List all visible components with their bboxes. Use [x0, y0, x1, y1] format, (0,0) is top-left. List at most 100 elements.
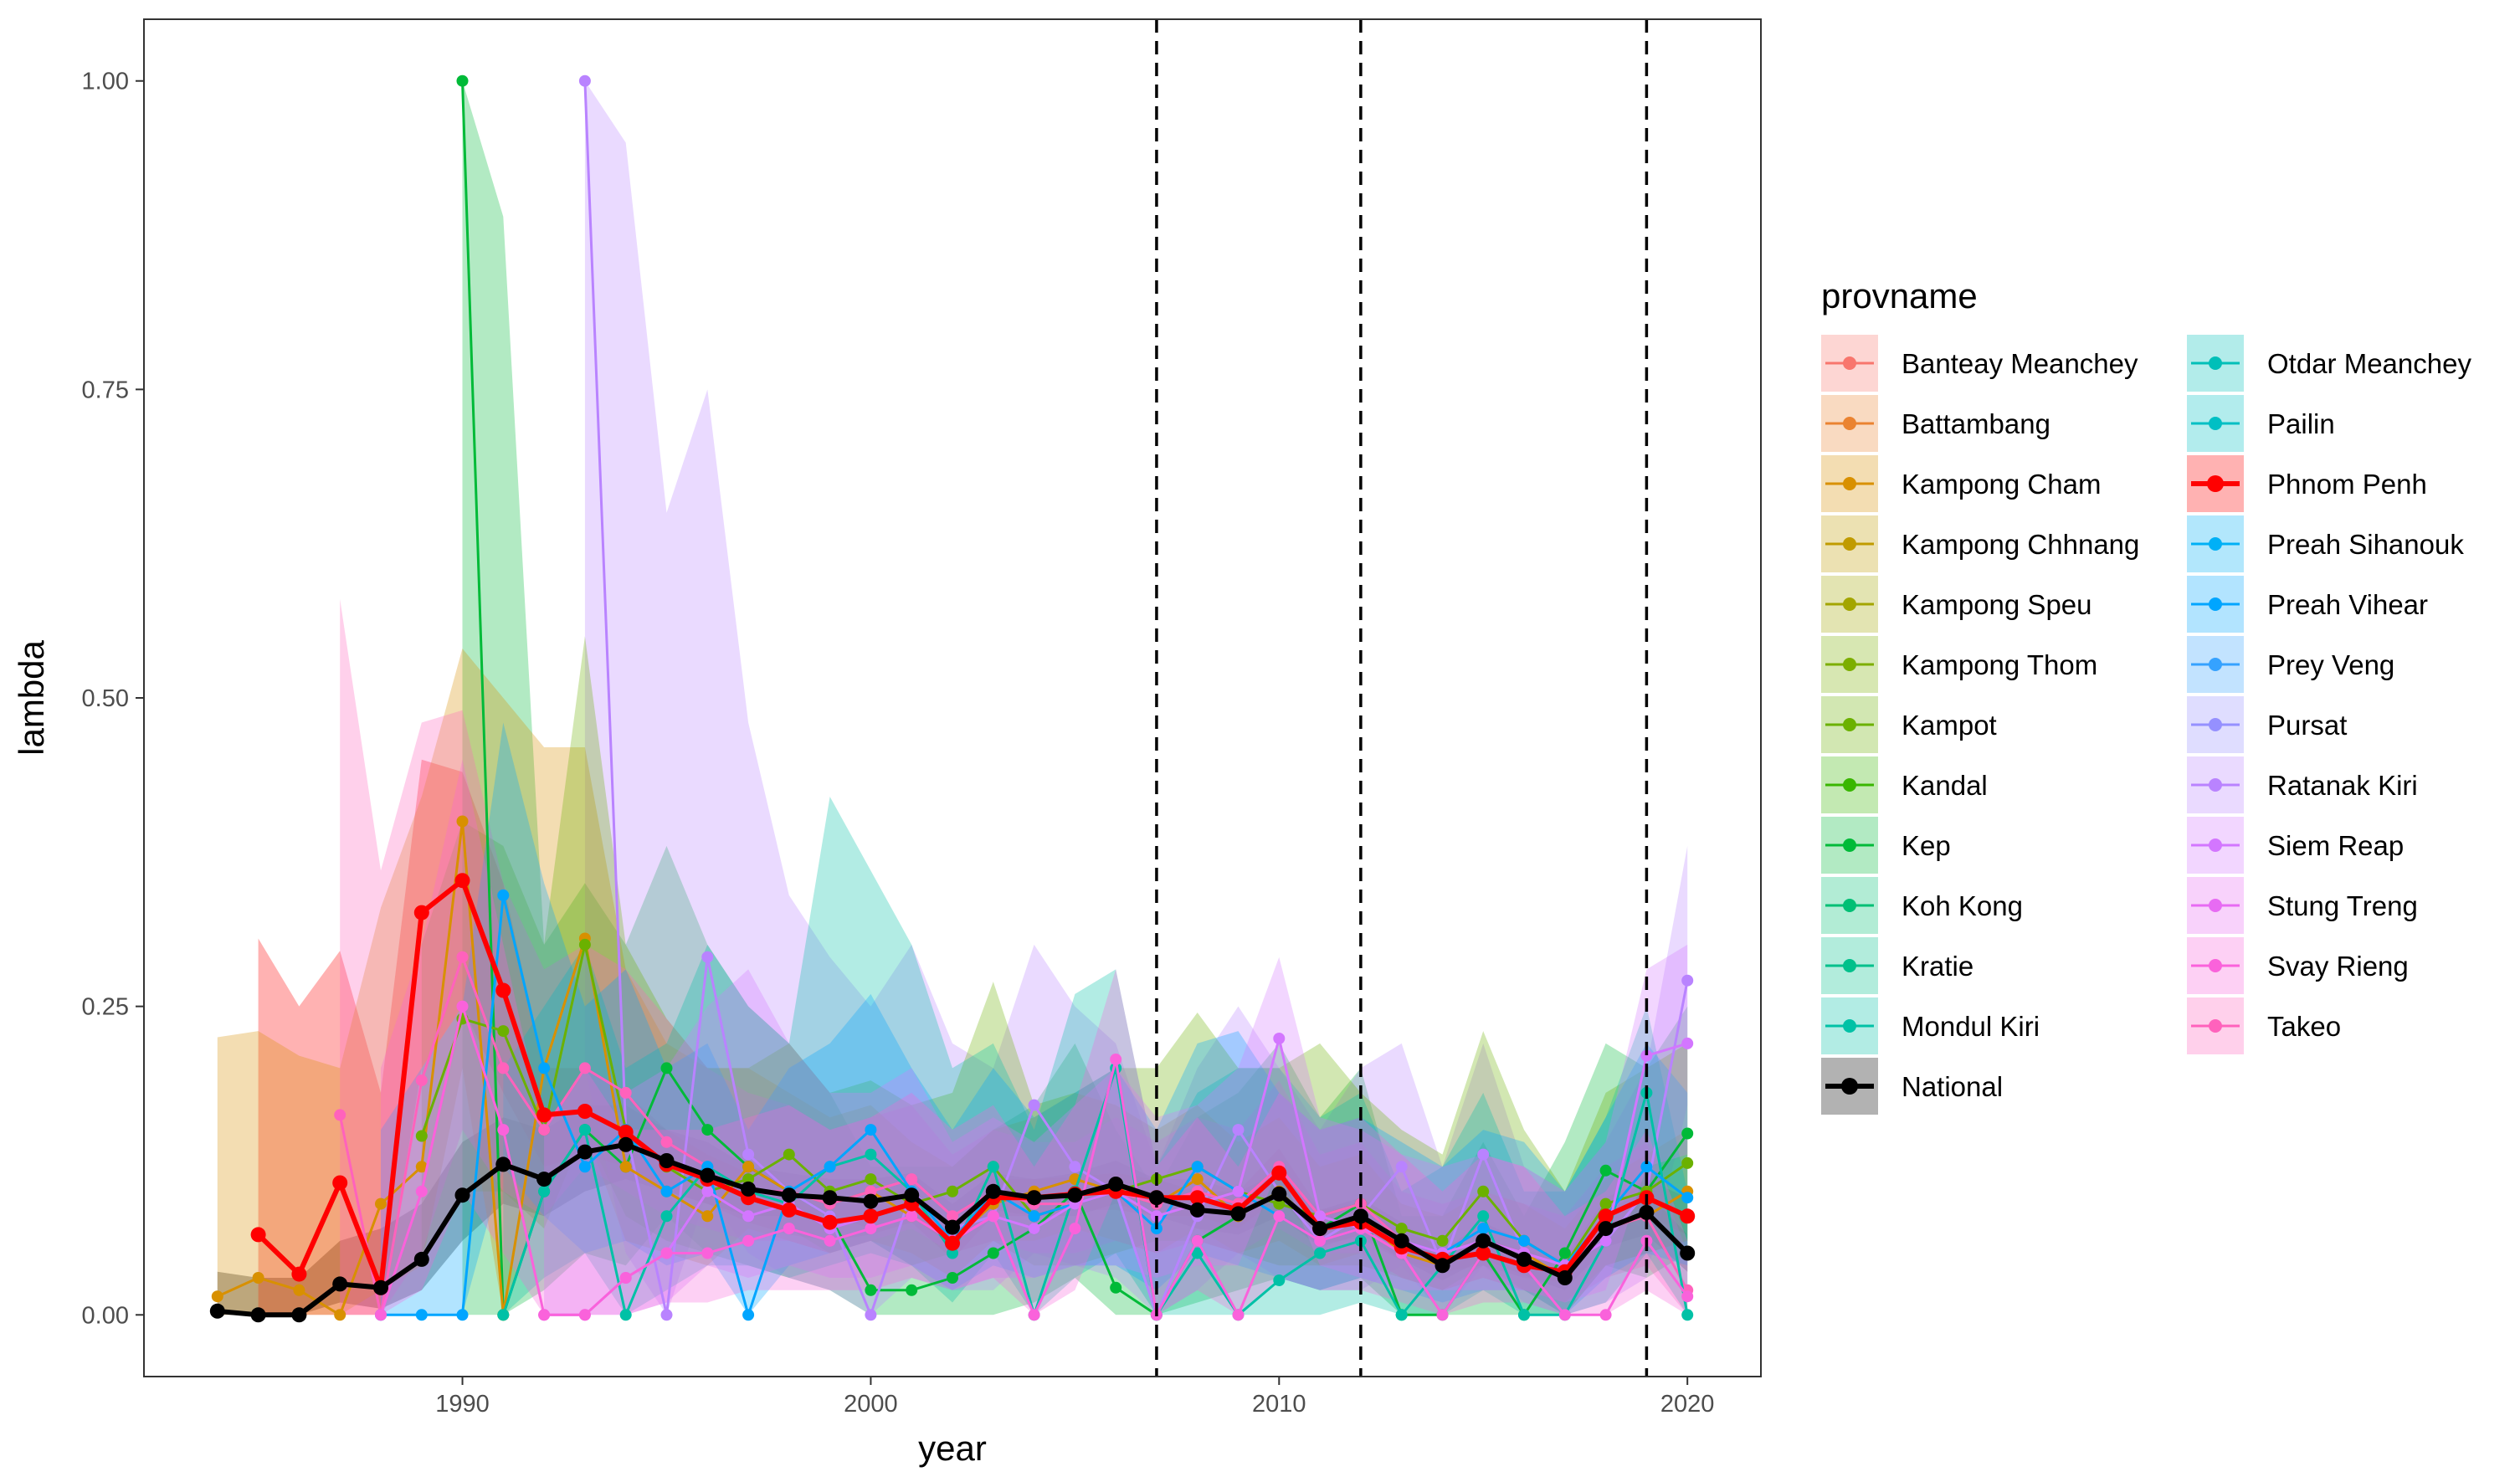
- data-point-preah-vihear: [660, 1185, 673, 1197]
- data-point-phnom-penh: [1598, 1208, 1614, 1224]
- legend-label: Kep: [1902, 830, 1951, 861]
- data-point-ratanak-kiri: [1232, 1124, 1245, 1136]
- legend-label: Pailin: [2267, 408, 2335, 439]
- data-point-kampot: [497, 1025, 510, 1038]
- data-point-national: [1108, 1177, 1124, 1192]
- data-point-kampot: [1681, 1156, 1694, 1169]
- legend-key-point: [2209, 838, 2222, 852]
- data-point-preah-vihear: [865, 1124, 877, 1136]
- data-point-kampong-cham: [293, 1284, 305, 1296]
- data-point-phnom-penh: [618, 1125, 634, 1140]
- legend-key-point: [1843, 838, 1856, 852]
- data-point-phnom-penh: [1189, 1190, 1205, 1206]
- data-point-siem-reap: [742, 1210, 755, 1223]
- legend-item-banteay-meanchey: Banteay Meanchey: [1821, 335, 2138, 392]
- data-point-national: [659, 1153, 675, 1168]
- legend-key-point: [1843, 597, 1856, 611]
- data-point-kampong-cham: [1191, 1173, 1204, 1186]
- legend-label: Kandal: [1902, 770, 1988, 801]
- legend-key-point: [1843, 778, 1856, 792]
- data-point-preah-vihear: [456, 1309, 469, 1321]
- data-point-ratanak-kiri: [1028, 1099, 1040, 1111]
- ribbon-kampong-cham: [217, 649, 1688, 1315]
- legend-label: Kratie: [1902, 951, 1973, 982]
- legend-label: Kampong Chhnang: [1902, 529, 2139, 560]
- legend-label: Kampong Cham: [1902, 469, 2101, 500]
- x-tick-label: 2000: [844, 1391, 898, 1418]
- data-point-national: [985, 1183, 1001, 1199]
- legend-item-kampong-thom: Kampong Thom: [1821, 636, 2097, 693]
- data-point-siem-reap: [1681, 1037, 1694, 1049]
- legend-key-point: [2209, 778, 2222, 792]
- data-point-ratanak-kiri: [1395, 1161, 1408, 1173]
- data-point-kampong-cham: [415, 1161, 428, 1173]
- data-point-svay-rieng: [1436, 1309, 1449, 1321]
- legend-label: Banteay Meanchey: [1902, 348, 2138, 379]
- legend-title: provname: [1821, 276, 1978, 315]
- data-point-national: [332, 1276, 348, 1292]
- legend-item-preah-sihanouk: Preah Sihanouk: [2187, 515, 2464, 572]
- data-point-national: [1598, 1221, 1614, 1237]
- data-point-kep: [1558, 1247, 1571, 1259]
- data-point-ratanak-kiri: [701, 951, 714, 963]
- y-tick-label: 0.25: [82, 994, 129, 1021]
- legend-key-point: [2209, 417, 2222, 430]
- data-point-national: [495, 1156, 511, 1172]
- legend-label: National: [1902, 1071, 2003, 1102]
- data-point-takeo: [578, 1062, 591, 1074]
- legend-label: Takeo: [2267, 1011, 2341, 1042]
- data-point-svay-rieng: [375, 1309, 387, 1321]
- legend-label: Prey Veng: [2267, 649, 2394, 680]
- data-point-svay-rieng: [415, 1185, 428, 1197]
- data-point-kep: [1681, 1127, 1694, 1140]
- data-point-kep: [1110, 1281, 1122, 1294]
- data-point-national: [291, 1307, 307, 1323]
- data-point-ratanak-kiri: [865, 1309, 877, 1321]
- data-point-national: [904, 1187, 920, 1203]
- data-point-svay-rieng: [824, 1234, 836, 1247]
- legend-key-point: [1841, 1078, 1858, 1095]
- data-point-national: [822, 1190, 838, 1206]
- data-point-preah-vihear: [415, 1309, 428, 1321]
- legend-key-point: [2209, 356, 2222, 370]
- data-point-kampong-cham: [619, 1161, 632, 1173]
- legend-item-kandal: Kandal: [1821, 756, 1988, 813]
- legend-label: Svay Rieng: [2267, 951, 2409, 982]
- legend-item-mondul-kiri: Mondul Kiri: [1821, 997, 2040, 1054]
- data-point-national: [413, 1251, 429, 1267]
- data-point-kep: [701, 1124, 714, 1136]
- data-point-svay-rieng: [742, 1234, 755, 1247]
- y-tick-label: 0.00: [82, 1302, 129, 1329]
- legend-item-preah-vihear: Preah Vihear: [2187, 576, 2428, 633]
- legend-item-national: National: [1821, 1058, 2003, 1115]
- data-point-national: [373, 1279, 388, 1295]
- data-point-mondul-kiri: [619, 1309, 632, 1321]
- data-point-kampong-cham: [375, 1197, 387, 1210]
- data-point-national: [863, 1193, 879, 1209]
- data-point-svay-rieng: [497, 1124, 510, 1136]
- data-point-national: [1517, 1251, 1532, 1267]
- data-point-national: [700, 1167, 716, 1183]
- legend-label: Kampong Speu: [1902, 589, 2092, 620]
- data-point-national: [1271, 1186, 1287, 1202]
- legend-label: Ratanak Kiri: [2267, 770, 2418, 801]
- data-point-mondul-kiri: [660, 1210, 673, 1223]
- legend-label: Preah Sihanouk: [2267, 529, 2464, 560]
- data-point-mondul-kiri: [1518, 1309, 1530, 1321]
- data-point-national: [781, 1187, 797, 1203]
- data-point-svay-rieng: [660, 1247, 673, 1259]
- legend-key-point: [1843, 537, 1856, 551]
- data-point-kep: [456, 74, 469, 87]
- legend-key-point: [1843, 477, 1856, 490]
- data-point-mondul-kiri: [538, 1185, 551, 1197]
- legend-item-otdar-meanchey: Otdar Meanchey: [2187, 335, 2471, 392]
- data-point-siem-reap: [1273, 1033, 1286, 1044]
- data-point-svay-rieng: [538, 1309, 551, 1321]
- data-point-kep: [906, 1284, 918, 1296]
- plot-area: [209, 19, 1696, 1377]
- data-point-mondul-kiri: [947, 1247, 958, 1259]
- data-point-kep: [1599, 1164, 1612, 1177]
- legend-key-point: [2209, 899, 2222, 912]
- data-point-siem-reap: [1314, 1210, 1327, 1223]
- legend-item-kampot: Kampot: [1821, 696, 1997, 753]
